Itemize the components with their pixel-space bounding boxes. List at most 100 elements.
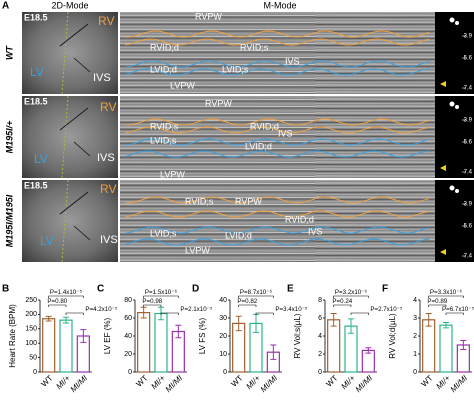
y-tick-label: 4	[413, 297, 417, 304]
error-bar	[140, 306, 147, 319]
focus-marker	[440, 81, 446, 87]
y-tick-label: 0	[33, 369, 37, 376]
rv-trace	[124, 210, 430, 218]
measurement-label: RVID;s	[185, 196, 214, 206]
pointer	[73, 57, 91, 73]
y-axis-label: RV Vol;s(µL)	[293, 313, 302, 358]
panel-letter: F	[382, 284, 388, 295]
measurement-label: IVS	[308, 226, 323, 236]
p-value: P=3.3x10⁻⁶	[430, 289, 463, 296]
p-value: P=0.80	[47, 298, 67, 305]
scale-label: 3.9	[464, 34, 473, 40]
age-label: E18.5	[24, 96, 48, 106]
significance-bracket	[255, 312, 274, 315]
y-tick-label: 250	[25, 297, 37, 304]
error-bar	[175, 324, 182, 339]
significance-bracket	[143, 304, 162, 307]
y-tick-label: 8	[318, 297, 322, 304]
y-tick-label: 30	[219, 315, 227, 322]
rv-trace	[125, 196, 430, 204]
significance-bracket	[333, 295, 369, 298]
significance-bracket	[238, 304, 257, 307]
probe-icon	[449, 17, 455, 23]
error-bar	[365, 347, 372, 354]
significance-bracket	[428, 304, 447, 307]
measurement-label: LVPW	[185, 245, 210, 255]
scale-label: 5.6	[464, 56, 473, 62]
structure-label: RV	[100, 100, 116, 114]
probe-icon	[455, 189, 459, 193]
structure-label: IVS	[93, 72, 111, 84]
y-tick-label: 200	[25, 311, 37, 318]
significance-bracket	[428, 295, 464, 298]
structure-label: RV	[98, 14, 114, 28]
bar	[154, 312, 168, 373]
pointer	[59, 191, 89, 215]
structure-label: RV	[100, 182, 116, 196]
significance-bracket	[445, 312, 464, 315]
measurement-label: LVPW	[160, 169, 185, 179]
panel-letter: E	[287, 284, 294, 295]
y-tick-label: 0	[413, 369, 417, 376]
x-tick-label: MI/MI	[354, 373, 375, 394]
probe-icon	[455, 105, 459, 109]
error-bar	[45, 315, 52, 322]
measurement-label: LVID;s	[150, 135, 177, 145]
m-mode-image	[120, 12, 435, 94]
measurement-label: RVPW	[205, 98, 232, 108]
lv-trace	[124, 68, 430, 76]
age-label: E18.5	[24, 12, 48, 22]
probe-icon	[449, 185, 455, 191]
p-value: P=8.7x10⁻⁶	[240, 289, 273, 296]
error-bar	[443, 322, 449, 329]
structure-label: LV	[40, 234, 54, 248]
y-tick-label: 4	[318, 333, 322, 340]
rv-trace	[124, 38, 430, 46]
structure-label: IVS	[100, 234, 118, 246]
y-tick-label: 80	[124, 297, 132, 304]
genotype-label: M195I/+	[4, 120, 14, 154]
p-value: P=3.4x10⁻⁵	[275, 306, 308, 313]
y-tick-label: 1	[413, 351, 417, 358]
p-value: P=4.2x10⁻⁵	[85, 306, 118, 313]
y-tick-label: 10	[219, 351, 227, 358]
echo-2d-image	[22, 12, 118, 94]
mode-title: 2D-Mode	[51, 0, 88, 10]
measurement-label: RVPW	[235, 196, 262, 206]
x-tick-label: MI/MI	[164, 373, 185, 394]
x-tick-label: WT	[134, 373, 149, 388]
measurement-label: RVID;s	[150, 121, 179, 131]
echo-2d-image	[22, 96, 118, 178]
p-value: P=0.24	[332, 298, 352, 305]
m-mode-image	[120, 96, 435, 178]
x-tick-label: WT	[419, 373, 434, 388]
significance-bracket	[350, 312, 369, 315]
y-tick-label: 60	[124, 315, 132, 322]
error-bar	[80, 329, 87, 343]
pointer	[59, 107, 89, 131]
panel-letter: D	[192, 284, 199, 295]
depth-scale	[435, 96, 474, 178]
lv-trace	[124, 150, 430, 158]
panel-a: A 2D-Mode M-Mode E18.5 RV LV IVS WT RVPW RVID;d RV…	[2, 0, 474, 263]
structure-label: LV	[30, 65, 44, 79]
measurement-label: RVID;d	[285, 214, 314, 224]
focus-marker	[440, 165, 446, 171]
rv-trace	[124, 126, 430, 134]
x-tick-label: MI/MI	[259, 373, 280, 394]
structure-label: IVS	[97, 152, 115, 164]
error-bar	[460, 340, 467, 350]
focus-marker	[440, 249, 446, 255]
depth-scale	[435, 180, 474, 262]
lv-trace	[124, 238, 430, 246]
significance-bracket	[65, 312, 84, 315]
y-tick-label: 50	[29, 354, 37, 361]
panel-letter: C	[97, 284, 104, 295]
measurement-label: IVS	[285, 56, 300, 66]
p-value: P=6.7x10⁻⁵	[442, 306, 474, 313]
probe-icon	[455, 21, 459, 25]
y-tick-label: 20	[124, 351, 132, 358]
y-axis-label: LV FS (%)	[198, 318, 207, 355]
genotype-label: WT	[4, 45, 14, 60]
